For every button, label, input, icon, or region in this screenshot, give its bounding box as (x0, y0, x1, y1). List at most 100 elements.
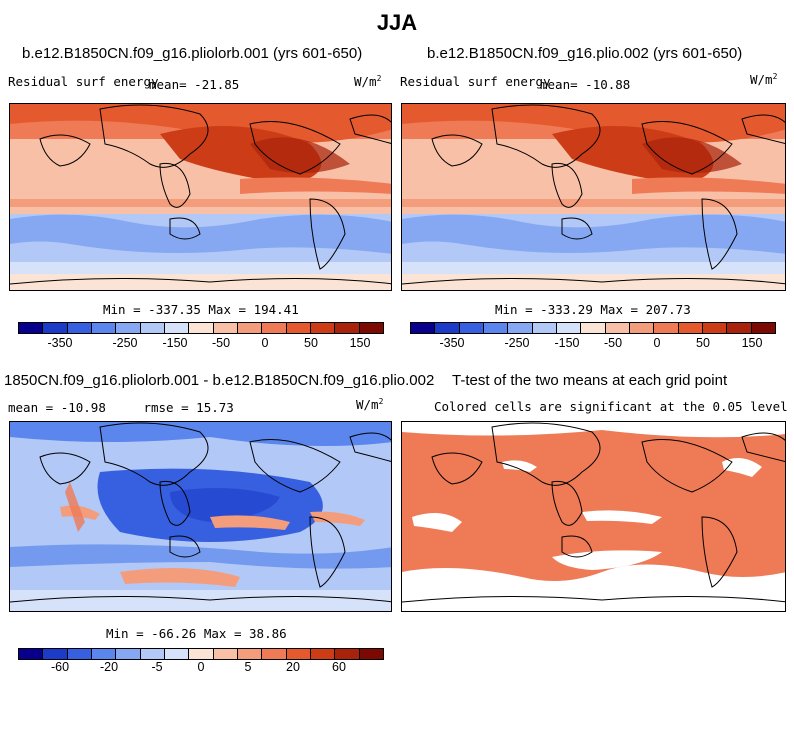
panel3-mean-value: -10.98 (60, 400, 106, 415)
panel2-minmax: Min = -333.29 Max = 207.73 (495, 302, 691, 317)
panel2-min-value: -333.29 (540, 302, 593, 317)
colorbar-tick-label: -250 (112, 336, 138, 350)
panel3-title: 1850CN.f09_g16.pliolorb.001 - b.e12.B185… (4, 372, 435, 389)
colorbar-swatch (237, 323, 263, 333)
colorbar-tick-label: 0 (653, 336, 661, 350)
colorbar-swatch (678, 323, 703, 333)
panel1-mean: mean= -21.85 (149, 77, 239, 92)
colorbar-swatch (556, 323, 582, 333)
panel3-minmax: Min = -66.26 Max = 38.86 (106, 626, 287, 641)
panel3-min-label: Min = (106, 626, 144, 641)
colorbar-tick-label: 50 (304, 336, 318, 350)
colorbar-tick-label: -250 (504, 336, 530, 350)
colorbar-swatch (67, 649, 92, 659)
colorbar-abs-right (410, 322, 776, 334)
colorbar-swatch (702, 323, 728, 333)
colorbar-tick-label: 50 (696, 336, 710, 350)
panel3-map (9, 421, 392, 612)
figure-title: JJA (376, 10, 418, 35)
colorbar-swatch (654, 323, 679, 333)
colorbar-tick-label: 150 (349, 336, 371, 350)
colorbar-swatch (213, 649, 238, 659)
colorbar-swatch (140, 649, 165, 659)
colorbar-swatch (189, 323, 214, 333)
colorbar-tick-label: -350 (47, 336, 73, 350)
panel2-mean-label: mean= (540, 77, 578, 92)
colorbar-swatch (262, 649, 287, 659)
colorbar-swatch (335, 323, 360, 333)
colorbar-swatch (237, 649, 263, 659)
colorbar-swatch (310, 323, 336, 333)
colorbar-swatch (140, 323, 165, 333)
panel2-mean-value: -10.88 (585, 77, 631, 92)
colorbar-swatch (359, 323, 383, 333)
panel1-mean-label: mean= (149, 77, 187, 92)
panel2-max-label: Max = (600, 302, 639, 317)
panel2-units-base: W/m (750, 72, 773, 88)
colorbar-tick-label: -50 (211, 336, 231, 350)
colorbar-swatch (605, 323, 630, 333)
panel2-max-value: 207.73 (645, 302, 691, 317)
panel3-rmse-value: 15.73 (196, 400, 234, 415)
panel3-units-exp: 2 (378, 397, 384, 406)
panel4-map (401, 421, 786, 612)
panel4-title: T-test of the two means at each grid poi… (452, 372, 728, 389)
panel4-subtitle: Colored cells are significant at the 0.0… (434, 399, 788, 414)
colorbar-swatch (262, 323, 287, 333)
panel3-max-label: Max = (203, 626, 242, 641)
colorbar-swatch (359, 649, 383, 659)
colorbar-diff-ticks: -60 -20 -5 0 5 20 60 (18, 660, 384, 676)
panel1-map (9, 103, 392, 291)
colorbar-swatch (335, 649, 360, 659)
panel1-map-svg (10, 104, 391, 290)
colorbar-abs-left (18, 322, 384, 334)
colorbar-tick-label: 20 (286, 660, 300, 674)
panel1-min-value: -337.35 (148, 302, 201, 317)
panel1-min-label: Min = (103, 302, 141, 317)
colorbar-tick-label: 60 (332, 660, 346, 674)
colorbar-diff (18, 648, 384, 660)
colorbar-swatch (435, 323, 460, 333)
colorbar-swatch (411, 323, 436, 333)
colorbar-tick-label: -150 (162, 336, 188, 350)
panel2-units-exp: 2 (772, 72, 778, 81)
panel3-units: W/m2 (356, 397, 383, 412)
panel2-map-svg (402, 104, 785, 290)
panel1-max-label: Max = (208, 302, 247, 317)
colorbar-swatch (459, 323, 484, 333)
panel1-title: b.e12.B1850CN.f09_g16.pliolorb.001 (yrs … (22, 45, 363, 62)
colorbar-tick-label: 5 (244, 660, 252, 674)
panel1-variable: Residual surf energy (8, 74, 159, 89)
colorbar-swatch (19, 649, 44, 659)
panel3-units-base: W/m (356, 397, 379, 413)
panel2-map (401, 103, 786, 291)
colorbar-swatch (629, 323, 655, 333)
panel3-min-value: -66.26 (151, 626, 197, 641)
colorbar-abs-left-ticks: -350 -250 -150 -50 0 50 150 (18, 336, 384, 352)
panel1-units-base: W/m (354, 74, 377, 90)
colorbar-swatch (116, 649, 141, 659)
colorbar-swatch (91, 323, 117, 333)
panel1-units-exp: 2 (376, 74, 382, 83)
panel3-mean-label: mean = (8, 400, 54, 415)
colorbar-tick-label: -20 (99, 660, 119, 674)
colorbar-swatch (286, 649, 311, 659)
colorbar-swatch (164, 649, 190, 659)
panel2-mean: mean= -10.88 (540, 77, 630, 92)
panel2-units: W/m2 (750, 72, 777, 87)
panel3-map-svg (10, 422, 391, 611)
colorbar-tick-label: -150 (554, 336, 580, 350)
panel1-units: W/m2 (354, 74, 381, 89)
colorbar-swatch (286, 323, 311, 333)
colorbar-tick-label: -350 (439, 336, 465, 350)
panel3-stats: mean = -10.98 rmse = 15.73 (8, 400, 234, 415)
panel2-title: b.e12.B1850CN.f09_g16.plio.002 (yrs 601-… (427, 45, 743, 62)
panel2-variable: Residual surf energy (400, 74, 551, 89)
panel1-max-value: 194.41 (253, 302, 299, 317)
colorbar-swatch (727, 323, 752, 333)
panel1-mean-value: -21.85 (194, 77, 240, 92)
colorbar-swatch (189, 649, 214, 659)
colorbar-tick-label: -5 (151, 660, 163, 674)
colorbar-swatch (532, 323, 557, 333)
colorbar-abs-right-ticks: -350 -250 -150 -50 0 50 150 (410, 336, 776, 352)
